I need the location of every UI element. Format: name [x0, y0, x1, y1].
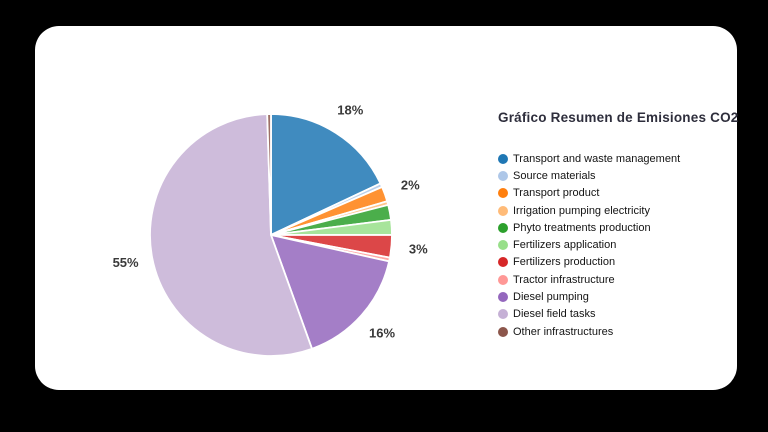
legend-label: Diesel field tasks — [513, 308, 596, 321]
legend-swatch-icon — [498, 292, 508, 303]
legend-item-tractor-infrastructure: Tractor infrastructure — [498, 271, 768, 288]
pie-percent-label: 2% — [401, 177, 420, 192]
legend-swatch-icon — [498, 170, 508, 181]
legend-label: Transport product — [513, 187, 600, 200]
pie-percent-label: 16% — [369, 325, 395, 340]
legend-item-diesel-pumping: Diesel pumping — [498, 288, 768, 305]
legend-item-source-materials: Source materials — [498, 167, 768, 184]
legend-item-transport-product: Transport product — [498, 185, 768, 202]
legend-swatch-icon — [498, 205, 508, 216]
legend-item-irrigation-pumping-electricity: Irrigation pumping electricity — [498, 202, 768, 219]
legend-item-diesel-field-tasks: Diesel field tasks — [498, 306, 768, 323]
pie-chart: 18% 2% 3% 16% 55% — [113, 103, 428, 357]
legend-label: Phyto treatments production — [513, 221, 651, 234]
legend-item-phyto-treatments-production: Phyto treatments production — [498, 219, 768, 236]
legend-item-fertilizers-production: Fertilizers production — [498, 254, 768, 271]
legend-swatch-icon — [498, 240, 508, 251]
legend-item-other-infrastructures: Other infrastructures — [498, 323, 768, 340]
legend-label: Tractor infrastructure — [513, 273, 615, 286]
legend-item-fertilizers-application: Fertilizers application — [498, 236, 768, 253]
legend-label: Source materials — [513, 169, 596, 182]
legend-swatch-icon — [498, 188, 508, 199]
legend-label: Diesel pumping — [513, 291, 589, 304]
pie-slice-diesel-field-tasks — [149, 113, 313, 357]
pie-percent-label: 55% — [113, 255, 139, 270]
legend-list: Transport and waste management Source mat… — [498, 150, 768, 340]
legend-swatch-icon — [498, 326, 508, 337]
legend-swatch-icon — [498, 257, 508, 268]
legend-item-transport-and-waste-management: Transport and waste management — [498, 150, 768, 167]
pie-percent-label: 18% — [337, 103, 363, 118]
legend: Gráfico Resumen de Emisiones CO2 Transpo… — [498, 110, 768, 340]
chart-title: Gráfico Resumen de Emisiones CO2 — [498, 110, 739, 125]
legend-swatch-icon — [498, 274, 508, 285]
pie-slice-transport-and-waste-management — [270, 113, 382, 236]
pie-slice-diesel-pumping — [270, 234, 390, 350]
pie-percent-label: 3% — [409, 241, 428, 256]
legend-label: Fertilizers application — [513, 239, 617, 252]
legend-label: Other infrastructures — [513, 325, 614, 338]
legend-swatch-icon — [498, 309, 508, 320]
legend-label: Transport and waste management — [513, 152, 681, 165]
legend-label: Fertilizers production — [513, 256, 616, 269]
pie-slice-other-infrastructures — [266, 113, 272, 236]
legend-swatch-icon — [498, 153, 508, 164]
chart-card: 18% 2% 3% 16% 55% Gráfico Resumen de Emision… — [35, 26, 738, 390]
legend-label: Irrigation pumping electricity — [513, 204, 650, 217]
legend-swatch-icon — [498, 222, 508, 233]
